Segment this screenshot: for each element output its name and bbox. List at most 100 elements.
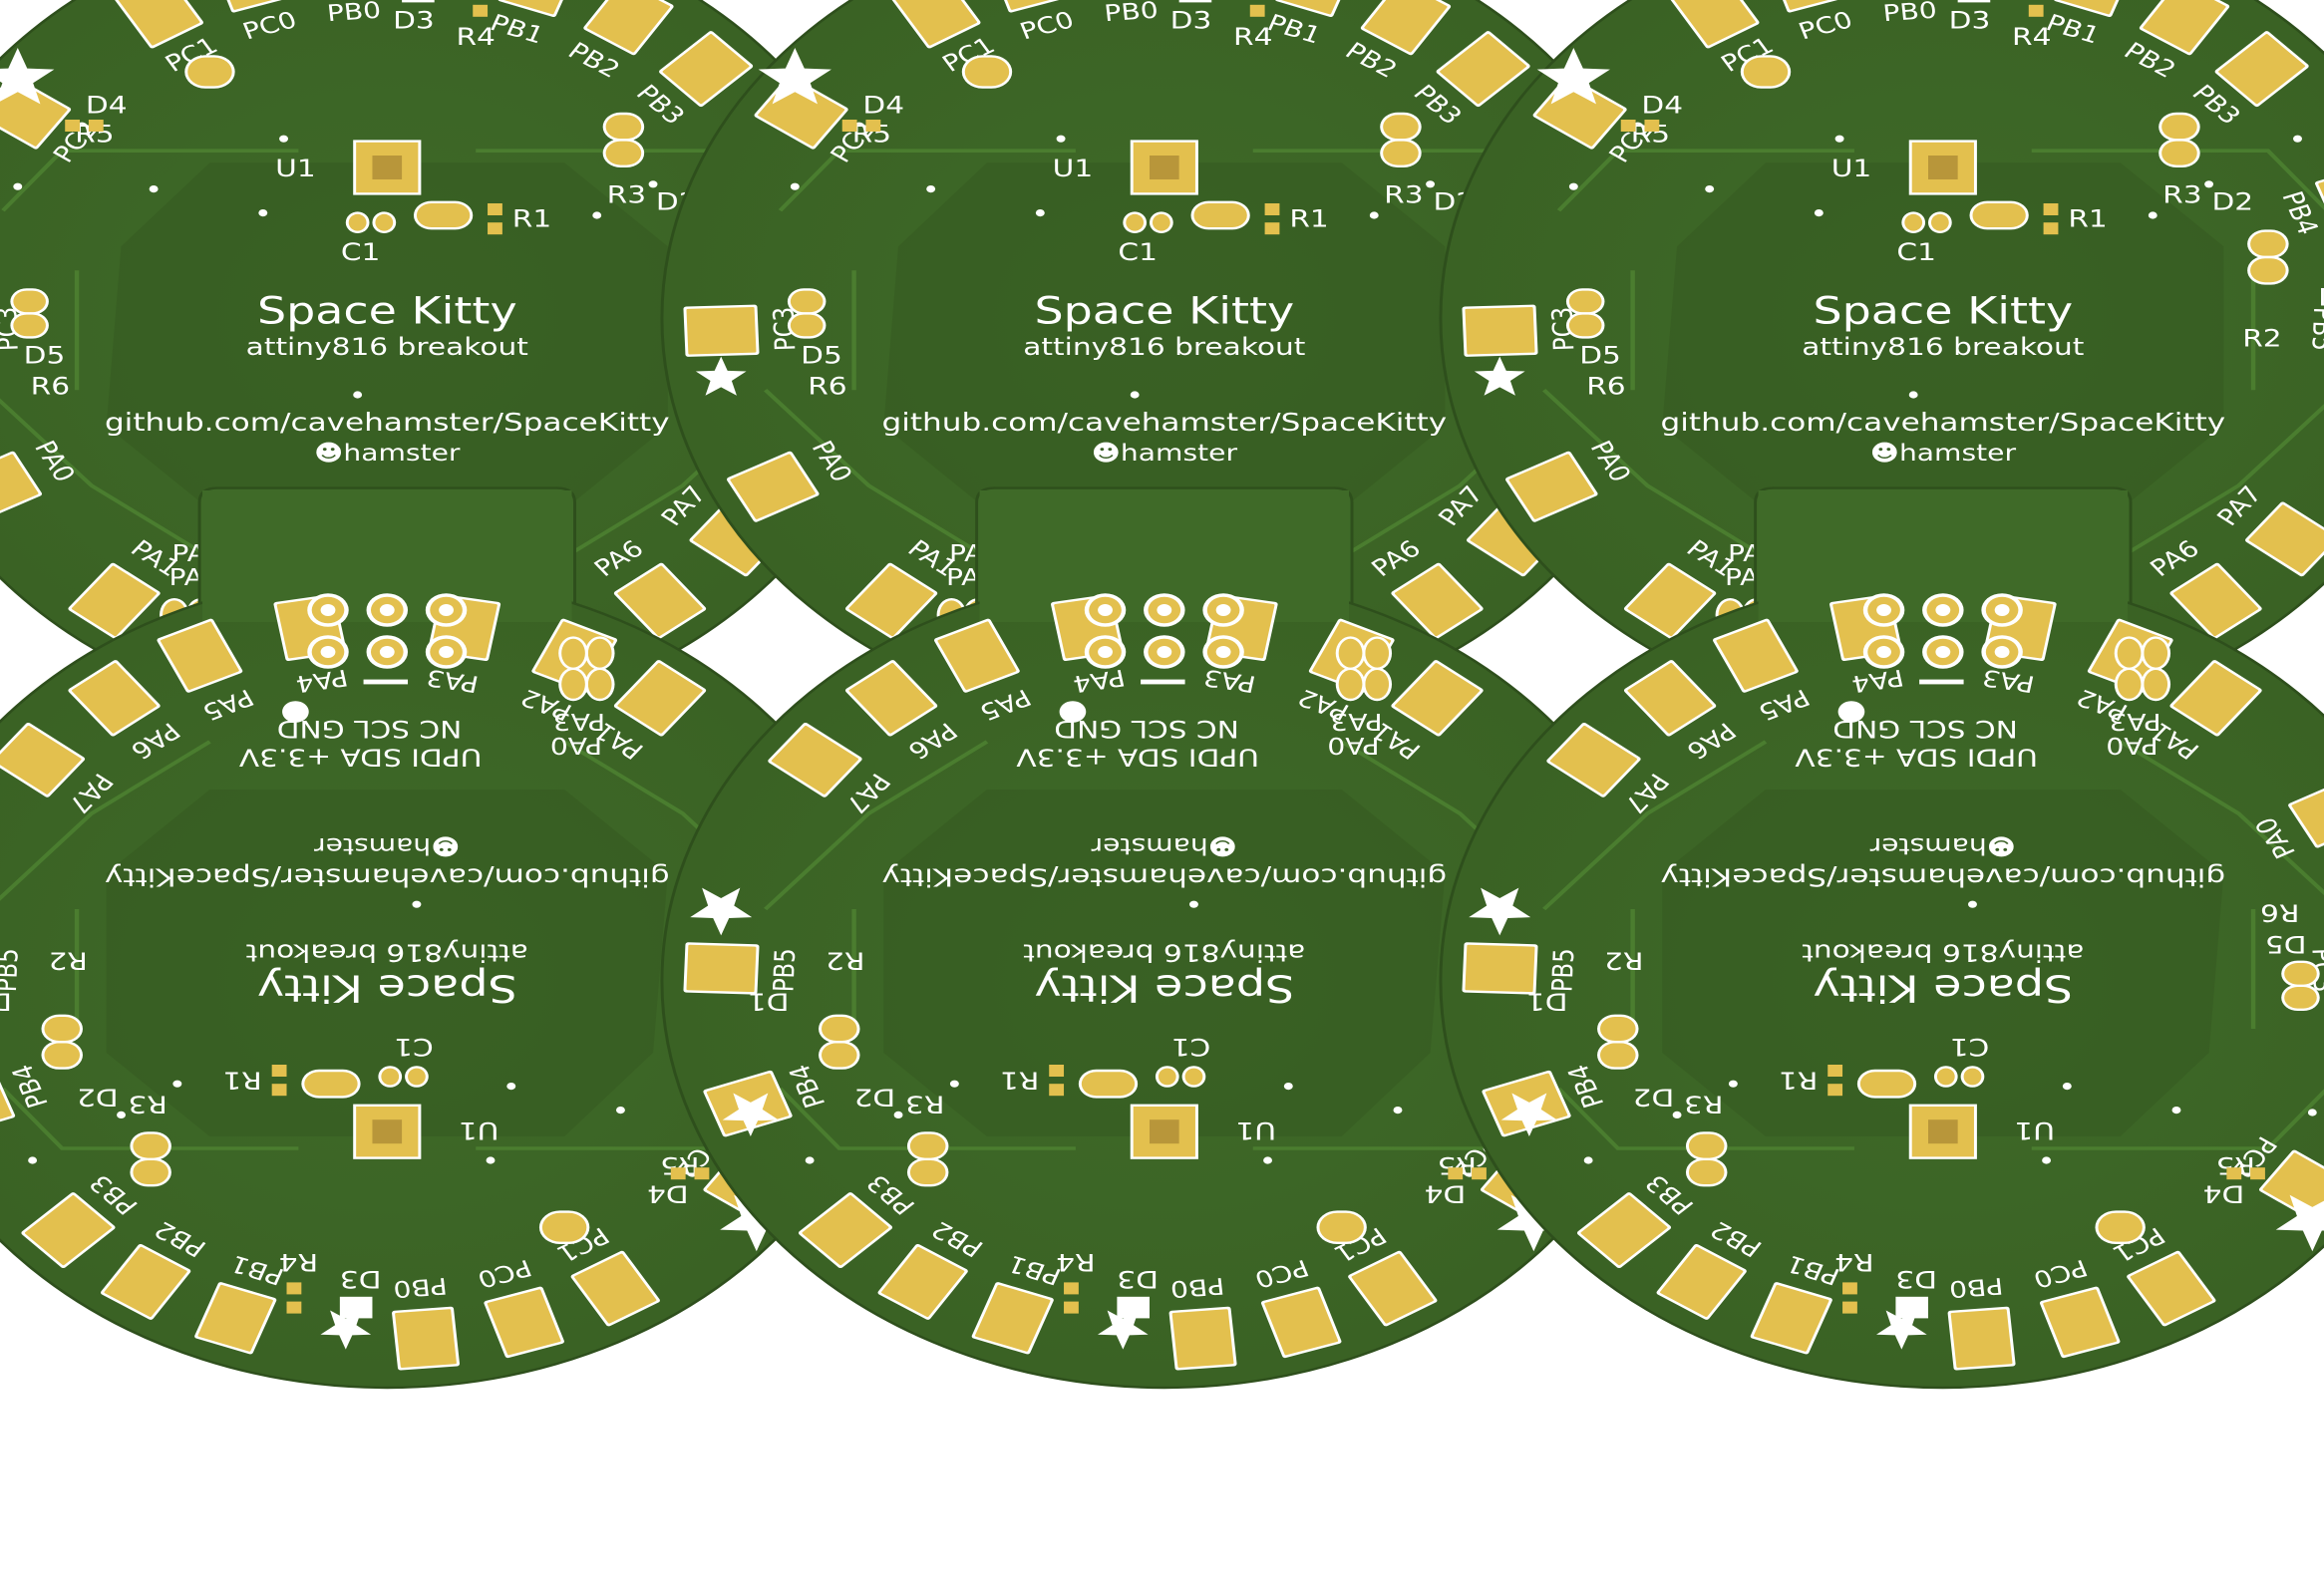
r1-label: R1 bbox=[1779, 1066, 1818, 1094]
c1-pad bbox=[1960, 1066, 1985, 1088]
header-row1: UPDI SDA +3.3V bbox=[1016, 743, 1259, 771]
pad-label: PB0 bbox=[392, 1272, 449, 1302]
header-row1: UPDI SDA +3.3V bbox=[1795, 743, 2038, 771]
d1-label: D1 bbox=[1526, 987, 1568, 1015]
edge-pad bbox=[0, 451, 43, 522]
star-icon bbox=[758, 48, 831, 105]
board-author: ☻hamster bbox=[314, 832, 461, 859]
edge-pad bbox=[1168, 1306, 1237, 1371]
pad bbox=[130, 1131, 171, 1160]
pad bbox=[1565, 312, 1605, 339]
r4-label: R4 bbox=[1056, 1248, 1095, 1276]
r4-label: R4 bbox=[456, 24, 495, 52]
star-icon bbox=[1097, 1310, 1149, 1350]
board-author: ☻hamster bbox=[1092, 441, 1238, 468]
u1-label: U1 bbox=[1235, 1116, 1276, 1144]
edge-pad bbox=[68, 660, 161, 737]
resistor-pad bbox=[413, 200, 474, 230]
r4-label: R4 bbox=[1834, 1248, 1873, 1276]
pad bbox=[1335, 667, 1366, 702]
d5-label: D5 bbox=[24, 342, 66, 370]
r3-label: R3 bbox=[1384, 181, 1423, 209]
edge-pad bbox=[2039, 1286, 2121, 1359]
pad bbox=[2158, 112, 2200, 142]
edge-pad bbox=[68, 562, 161, 640]
u1-label: U1 bbox=[275, 156, 316, 183]
r3-label: R3 bbox=[128, 1090, 166, 1117]
edge-pad bbox=[1348, 1250, 1438, 1327]
board-url: github.com/cavehamster/SpaceKitty bbox=[105, 862, 670, 891]
edge-pad bbox=[114, 0, 203, 49]
board-subtitle: attiny816 breakout bbox=[1023, 334, 1305, 362]
d3-label: D3 bbox=[1170, 7, 1212, 35]
edge-pad bbox=[1546, 723, 1641, 797]
c1-label: C1 bbox=[394, 1033, 434, 1061]
edge-pad bbox=[1656, 1243, 1747, 1320]
edge-pad bbox=[613, 562, 707, 640]
star-icon bbox=[695, 356, 747, 396]
edge-pad bbox=[1750, 1282, 1832, 1355]
resistor-pad bbox=[1078, 1069, 1139, 1099]
u1-chip bbox=[353, 1104, 422, 1159]
edge-pad bbox=[2139, 0, 2230, 56]
pad bbox=[2141, 667, 2171, 702]
resistor-pad bbox=[2095, 1210, 2146, 1244]
updi-header bbox=[1862, 593, 2023, 669]
star-icon bbox=[0, 1118, 2, 1120]
board-subtitle: attiny816 breakout bbox=[246, 334, 528, 362]
pad bbox=[558, 667, 588, 702]
resistor-pad bbox=[961, 55, 1013, 89]
r3-label: R3 bbox=[607, 181, 646, 209]
star-icon bbox=[1875, 1310, 1927, 1350]
d3-label: D3 bbox=[393, 7, 435, 35]
d4-label: D4 bbox=[1425, 1179, 1467, 1207]
edge-pad bbox=[934, 618, 1020, 693]
board-author: ☻hamster bbox=[1869, 832, 2016, 859]
r4-label: R4 bbox=[2012, 24, 2051, 52]
edge-pad bbox=[726, 451, 820, 522]
edge-pad bbox=[1391, 660, 1484, 737]
edge-pad bbox=[683, 942, 760, 995]
u1-chip bbox=[1130, 140, 1198, 195]
star-icon bbox=[320, 1310, 372, 1350]
board-url: github.com/cavehamster/SpaceKitty bbox=[881, 862, 1447, 891]
star-icon bbox=[1500, 1093, 1558, 1136]
edge-pad bbox=[392, 1306, 461, 1371]
board-url: github.com/cavehamster/SpaceKitty bbox=[1660, 862, 2225, 891]
r2-label: R2 bbox=[1604, 946, 1643, 974]
pad bbox=[1335, 636, 1366, 670]
d3-label: D3 bbox=[1895, 1265, 1937, 1293]
resistor-pad bbox=[184, 55, 235, 89]
pad-label: PB5 bbox=[1546, 948, 1581, 993]
r1-label: R1 bbox=[1000, 1066, 1039, 1094]
u1-label: U1 bbox=[1831, 156, 1872, 183]
edge-pad bbox=[570, 1250, 660, 1327]
r1-label: R1 bbox=[2068, 205, 2107, 233]
board-subtitle: attiny816 breakout bbox=[1802, 938, 2084, 966]
edge-pad bbox=[484, 1286, 564, 1359]
edge-pad bbox=[1670, 0, 1760, 49]
edge-pad bbox=[21, 1192, 116, 1269]
edge-pad bbox=[891, 0, 981, 49]
pad bbox=[2247, 229, 2289, 259]
board-author: ☻hamster bbox=[1870, 441, 2017, 468]
edge-pad bbox=[1623, 562, 1717, 640]
resistor-pad bbox=[1740, 55, 1792, 89]
d4-label: D4 bbox=[2203, 1179, 2245, 1207]
d3-label: D3 bbox=[1949, 7, 1991, 35]
c1-pad bbox=[1933, 1066, 1958, 1088]
pad bbox=[10, 312, 49, 339]
resistor-pad bbox=[1856, 1069, 1917, 1099]
u1-label: U1 bbox=[2014, 1116, 2055, 1144]
r1-label: R1 bbox=[1289, 205, 1328, 233]
resistor-pad bbox=[301, 1069, 361, 1099]
edge-pad bbox=[659, 31, 754, 108]
star-icon bbox=[1474, 356, 1525, 396]
resistor-pad bbox=[1190, 200, 1250, 230]
star-icon bbox=[690, 887, 753, 936]
star-icon bbox=[722, 1093, 780, 1136]
r6-label: R6 bbox=[808, 373, 846, 401]
resistor-pad bbox=[1316, 1210, 1367, 1244]
